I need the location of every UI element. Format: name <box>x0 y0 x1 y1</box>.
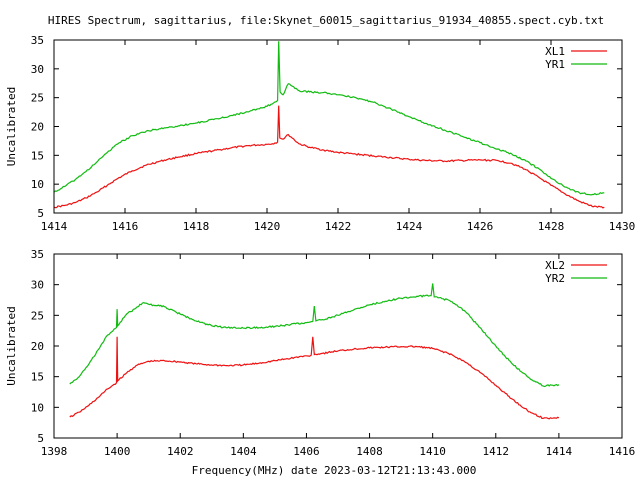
x-tick-label: 1416 <box>112 220 139 233</box>
legend-label: XL2 <box>545 259 565 272</box>
y-tick-label: 30 <box>31 63 44 76</box>
y-tick-label: 25 <box>31 92 44 105</box>
x-tick-label: 1426 <box>467 220 494 233</box>
series-line-xl2 <box>69 336 560 420</box>
y-tick-label: 10 <box>31 401 44 414</box>
y-axis-label: Uncalibrated <box>5 87 18 166</box>
x-axis-label: Frequency(MHz) date 2023-03-12T21:13:43.… <box>192 464 477 477</box>
x-tick-label: 1414 <box>546 445 573 458</box>
y-tick-label: 5 <box>37 207 44 220</box>
x-tick-label: 1422 <box>325 220 352 233</box>
legend-label: YR1 <box>545 58 565 71</box>
y-tick-label: 35 <box>31 34 44 47</box>
legend-label: XL1 <box>545 45 565 58</box>
top-panel: 1414 1416 1418 1420 1422 1424 1426 1428 1430 5 10 1… <box>5 34 635 233</box>
series-line-yr2 <box>69 283 560 388</box>
x-tick-label: 1414 <box>41 220 68 233</box>
y-tick-label: 25 <box>31 309 44 322</box>
bottom-panel: 1398 1400 1402 1404 1406 1408 1410 1412 1414 1416… <box>5 248 635 458</box>
y-tick-label: 15 <box>31 149 44 162</box>
x-tick-label: 1410 <box>419 445 446 458</box>
x-tick-label: 1418 <box>183 220 210 233</box>
x-tick-label: 1400 <box>104 445 131 458</box>
y-tick-label: 20 <box>31 121 44 134</box>
x-tick-label: 1406 <box>293 445 320 458</box>
chart-title: HIRES Spectrum, sagittarius, file:Skynet… <box>48 14 604 27</box>
y-tick-label: 20 <box>31 340 44 353</box>
legend-label: YR2 <box>545 272 565 285</box>
x-tick-label: 1412 <box>483 445 510 458</box>
y-tick-label: 15 <box>31 371 44 384</box>
y-tick-label: 10 <box>31 178 44 191</box>
x-tick-label: 1424 <box>396 220 423 233</box>
y-axis-label: Uncalibrated <box>5 306 18 385</box>
x-tick-label: 1398 <box>41 445 68 458</box>
x-tick-label: 1428 <box>538 220 565 233</box>
y-tick-label: 5 <box>37 432 44 445</box>
series-line-xl1 <box>53 105 605 209</box>
x-tick-label: 1416 <box>609 445 636 458</box>
y-tick-label: 30 <box>31 279 44 292</box>
y-tick-label: 35 <box>31 248 44 261</box>
x-tick-label: 1402 <box>167 445 194 458</box>
x-tick-label: 1408 <box>356 445 383 458</box>
x-tick-label: 1430 <box>609 220 636 233</box>
series-line-yr1 <box>53 41 605 196</box>
x-tick-label: 1404 <box>230 445 257 458</box>
x-tick-label: 1420 <box>254 220 281 233</box>
